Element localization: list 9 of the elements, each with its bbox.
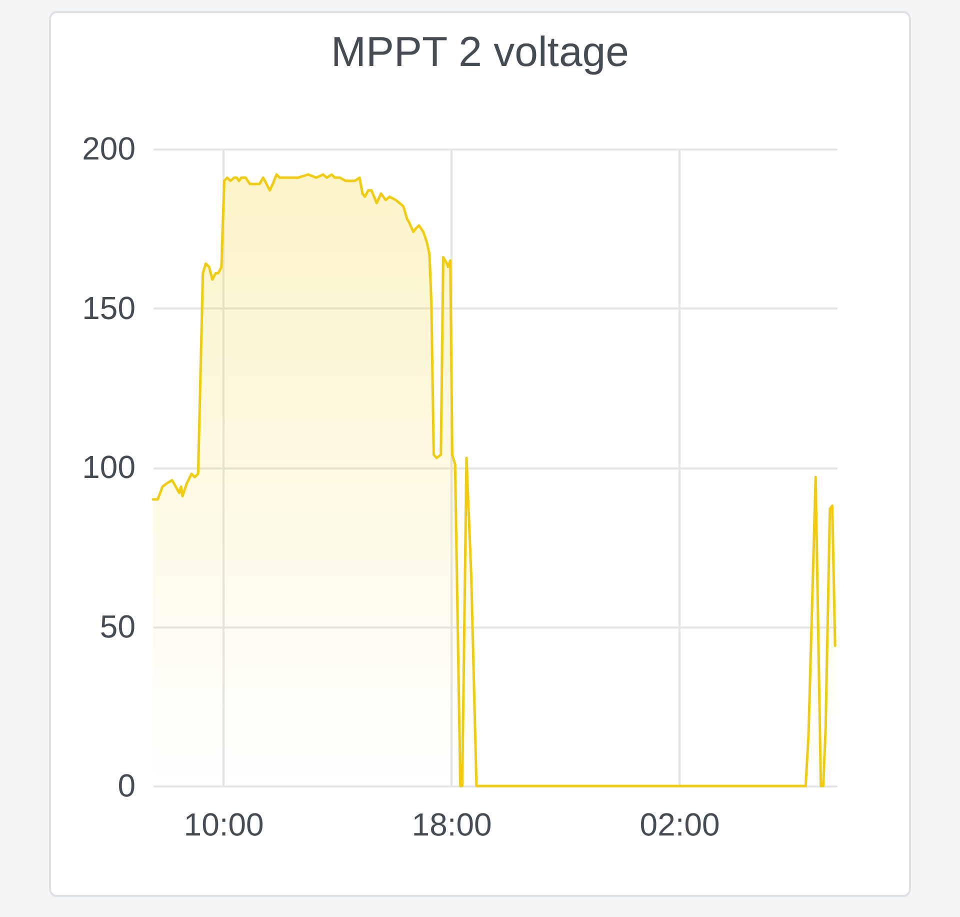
x-tick-label: 02:00 bbox=[640, 806, 720, 842]
y-tick-label: 50 bbox=[100, 608, 136, 644]
y-tick-label: 0 bbox=[118, 768, 136, 804]
x-tick-label: 18:00 bbox=[412, 806, 492, 842]
x-tick-label: 10:00 bbox=[184, 806, 264, 842]
chart-title: MPPT 2 voltage bbox=[330, 28, 630, 75]
y-tick-label: 200 bbox=[82, 130, 136, 166]
y-tick-label: 100 bbox=[82, 449, 136, 485]
y-tick-label: 150 bbox=[82, 290, 136, 326]
